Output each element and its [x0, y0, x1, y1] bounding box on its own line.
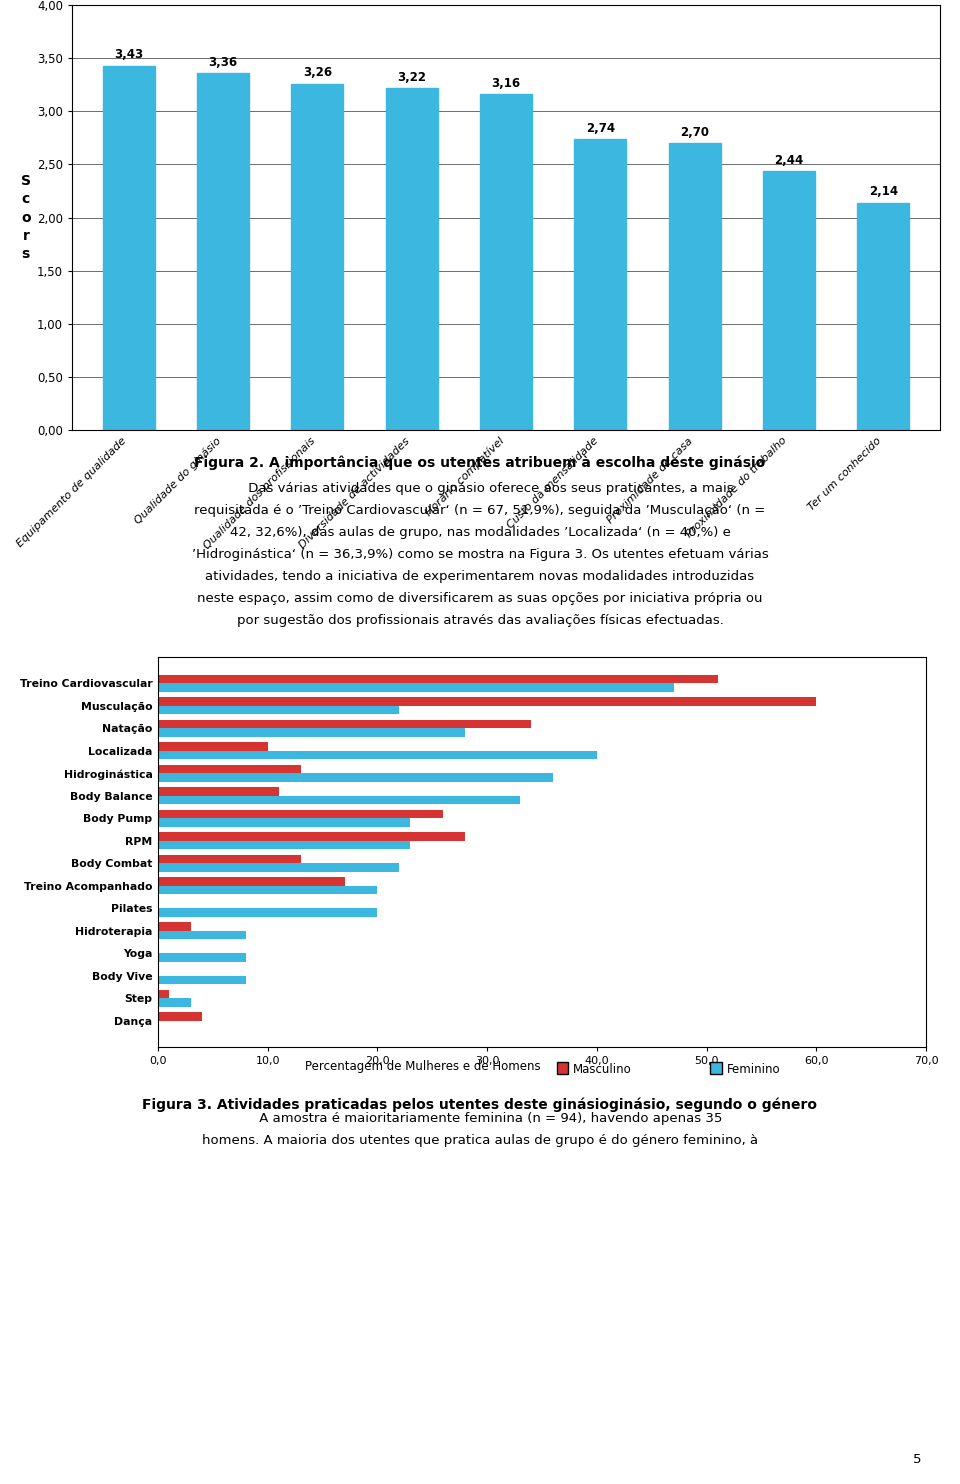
Bar	[158, 922, 191, 930]
Text: 2,74: 2,74	[586, 122, 615, 135]
Text: Masculino: Masculino	[573, 1064, 632, 1076]
Bar	[158, 773, 553, 782]
Text: 3,22: 3,22	[397, 71, 426, 83]
Bar	[158, 864, 399, 871]
Bar	[103, 65, 155, 430]
Text: Feminino: Feminino	[727, 1064, 780, 1076]
Text: 3,16: 3,16	[492, 77, 520, 91]
Bar	[291, 83, 344, 430]
Bar	[158, 720, 531, 729]
Bar	[158, 697, 816, 706]
Bar	[857, 203, 909, 430]
Bar	[158, 833, 466, 841]
Bar	[158, 742, 268, 751]
Bar	[158, 908, 377, 917]
Bar	[158, 855, 300, 864]
Bar	[158, 1012, 202, 1021]
Y-axis label: S
c
o
r
s: S c o r s	[21, 174, 31, 261]
Bar	[158, 795, 520, 804]
Text: requisitada é o ’Treino Cardiovascular‘ (n = 67, 51,9%), seguida da ’Musculação‘: requisitada é o ’Treino Cardiovascular‘ …	[194, 505, 766, 516]
Text: atividades, tendo a iniciativa de experimentarem novas modalidades introduzidas: atividades, tendo a iniciativa de experi…	[205, 570, 755, 583]
Bar	[386, 88, 438, 430]
Bar	[763, 171, 815, 430]
Text: ’Hidroginástica‘ (n = 36,3,9%) como se mostra na Figura 3. Os utentes efetuam vá: ’Hidroginástica‘ (n = 36,3,9%) como se m…	[192, 548, 768, 561]
Bar	[158, 751, 597, 760]
Bar	[158, 953, 246, 962]
Bar	[158, 886, 377, 895]
Text: 3,36: 3,36	[208, 56, 237, 68]
Text: Figura 2. A importância que os utentes atribuem à escolha deste ginásio: Figura 2. A importância que os utentes a…	[194, 456, 766, 470]
Bar	[158, 764, 300, 773]
Bar	[197, 73, 249, 430]
Bar	[158, 877, 345, 886]
Text: por sugestão dos profissionais através das avaliações físicas efectuadas.: por sugestão dos profissionais através d…	[236, 614, 724, 628]
Text: 2,44: 2,44	[775, 153, 804, 166]
Text: 2,14: 2,14	[869, 186, 898, 199]
Text: Das várias atividades que o ginásio oferece aos seus praticantes, a mais: Das várias atividades que o ginásio ofer…	[227, 482, 733, 496]
Bar	[158, 729, 466, 738]
Bar	[158, 976, 246, 984]
Text: 42, 32,6%), das aulas de grupo, nas modalidades ’Localizada‘ (n = 40,%) e: 42, 32,6%), das aulas de grupo, nas moda…	[229, 525, 731, 539]
Text: 5: 5	[913, 1453, 922, 1466]
Text: Figura 3. Atividades praticadas pelos utentes deste ginásioginásio, segundo o gé: Figura 3. Atividades praticadas pelos ut…	[142, 1098, 818, 1113]
Bar	[669, 142, 721, 430]
Bar	[158, 706, 399, 714]
Text: neste espaço, assim como de diversificarem as suas opções por iniciativa própria: neste espaço, assim como de diversificar…	[197, 592, 763, 605]
Text: homens. A maioria dos utentes que pratica aulas de grupo é do género feminino, à: homens. A maioria dos utentes que pratic…	[202, 1134, 758, 1147]
Bar	[158, 818, 410, 827]
Bar	[574, 139, 626, 430]
Bar	[158, 787, 278, 795]
Bar	[158, 810, 444, 818]
Bar	[158, 930, 246, 939]
Text: 3,26: 3,26	[302, 67, 332, 79]
Bar	[158, 675, 717, 683]
Bar	[158, 990, 169, 999]
Bar	[480, 95, 532, 430]
Text: Percentagem de Mulheres e de Homens: Percentagem de Mulheres e de Homens	[304, 1060, 540, 1073]
Text: 3,43: 3,43	[114, 49, 143, 61]
Text: 2,70: 2,70	[681, 126, 709, 139]
Bar	[158, 683, 674, 692]
Bar	[158, 841, 410, 849]
Text: A amostra é maioritariamente feminina (n = 94), havendo apenas 35: A amostra é maioritariamente feminina (n…	[238, 1112, 722, 1125]
Bar	[158, 999, 191, 1006]
